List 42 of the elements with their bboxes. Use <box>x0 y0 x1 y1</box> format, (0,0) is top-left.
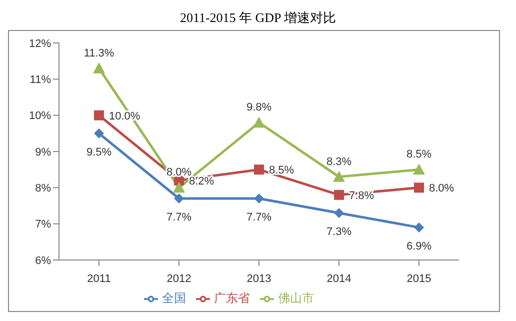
y-tick-label: 6% <box>35 254 52 267</box>
chart-title: 2011-2015 年 GDP 增速对比 <box>178 9 338 27</box>
point <box>174 194 184 204</box>
data-label: 11.3% <box>84 47 114 60</box>
data-label: 7.7% <box>246 212 272 224</box>
y-tick-label: 12% <box>28 38 52 50</box>
point <box>413 164 425 175</box>
data-label: 9.8% <box>246 102 272 114</box>
data-label: 9.5% <box>86 146 112 158</box>
y-tick-label: 7% <box>35 218 52 231</box>
legend-label: 佛山市 <box>278 291 314 305</box>
point <box>414 182 424 193</box>
point <box>254 164 264 175</box>
point <box>253 116 265 128</box>
y-tick-label: 8% <box>35 182 52 195</box>
data-label: 8.0% <box>429 182 454 195</box>
x-tick-label: 2014 <box>326 272 352 285</box>
x-tick-label: 2013 <box>246 272 272 285</box>
legend-label: 全国 <box>162 291 186 305</box>
y-tick-label: 9% <box>35 146 52 158</box>
point <box>333 170 345 182</box>
data-label: 7.3% <box>326 226 352 238</box>
point <box>93 62 105 74</box>
data-label: 8.5% <box>269 164 294 177</box>
legend-label: 广东省 <box>214 291 250 305</box>
y-tick-label: 11% <box>30 74 52 86</box>
point <box>173 182 185 193</box>
y-tick-label: 10% <box>28 110 52 122</box>
data-label: 6.9% <box>406 240 432 252</box>
x-tick-label: 2011 <box>87 272 111 285</box>
x-tick-label: 2012 <box>166 272 192 285</box>
point <box>94 128 104 138</box>
point <box>334 190 344 200</box>
point <box>254 194 264 204</box>
data-label: 8.3% <box>326 156 352 168</box>
data-label: 7.7% <box>166 212 192 224</box>
data-label: 8.2% <box>189 175 214 188</box>
x-tick-label: 2015 <box>406 272 432 285</box>
point <box>94 110 104 120</box>
point <box>414 222 424 232</box>
data-label: 8.5% <box>406 148 432 161</box>
point <box>334 208 344 218</box>
